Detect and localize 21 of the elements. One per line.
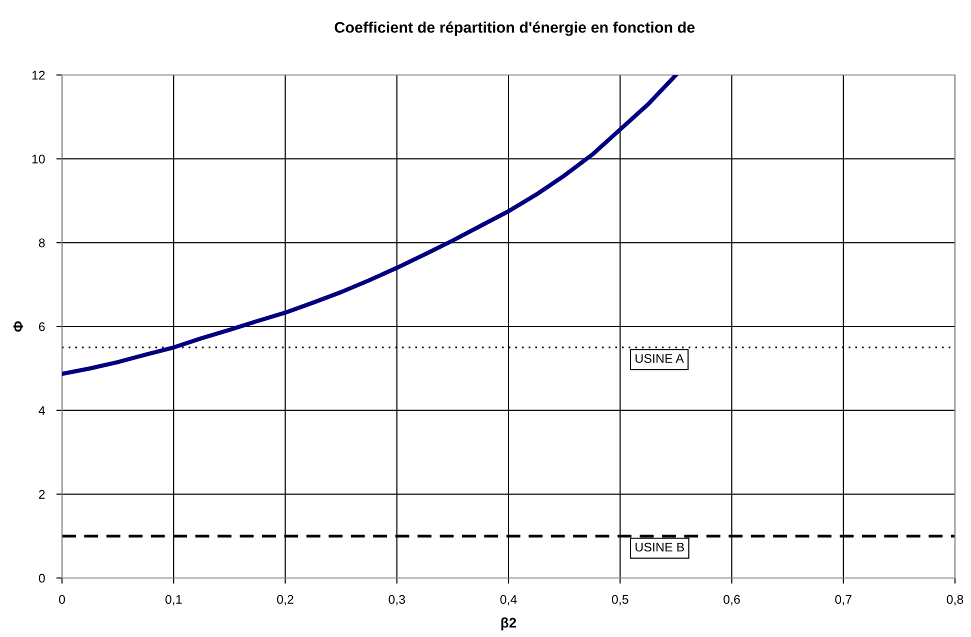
x-tick-label: 0,6: [724, 594, 740, 606]
y-tick-label: 4: [38, 406, 45, 415]
y-tick-label: 6: [39, 322, 45, 332]
y-tick-label: 10: [32, 154, 45, 164]
y-tick-label: 12: [32, 70, 45, 80]
x-tick-label: 0,3: [388, 594, 406, 606]
x-axis-title: β2: [501, 617, 516, 630]
ref-line-label: USINE A: [636, 354, 684, 363]
ref-line-label: USINE B: [636, 542, 684, 552]
x-tick-label: 0,4: [500, 594, 517, 606]
y-tick-label: 2: [39, 490, 45, 499]
chart-title: Coefficient de répartition d'énergie en fonction de: [334, 21, 695, 36]
x-tick-label: 0,1: [165, 594, 182, 606]
x-tick-label: 0,5: [612, 594, 628, 606]
y-axis-title: Φ: [13, 321, 24, 332]
y-tick-label: 0: [38, 574, 45, 583]
x-tick-label: 0,2: [277, 594, 294, 606]
x-tick-label: 0,8: [946, 594, 964, 606]
x-tick-label: 0: [59, 594, 65, 604]
y-tick-label: 8: [38, 238, 45, 248]
x-tick-label: 0,7: [835, 594, 852, 606]
